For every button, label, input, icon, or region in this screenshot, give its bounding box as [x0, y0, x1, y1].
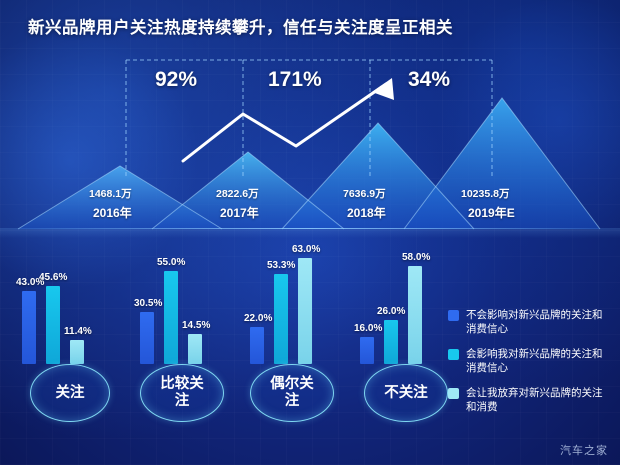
legend-swatch-3: [448, 388, 459, 399]
legend-item-1: 不会影响对新兴品牌的关注和消费信心: [448, 308, 608, 336]
axis-baseline: [24, 228, 596, 229]
growth-label-1: 92%: [155, 68, 198, 91]
callout-dashed-boxes: [125, 59, 493, 176]
bar-label-g1-s2: 45.6%: [39, 272, 68, 283]
bar-g3-s3: [298, 258, 312, 364]
bar-label-g2-s2: 55.0%: [157, 257, 186, 268]
legend-label-2: 会影响我对新兴品牌的关注和消费信心: [466, 348, 603, 374]
bar-g1-s1: [22, 291, 36, 364]
trend-x-axis: 2016年 2017年 2018年 2019年E: [0, 204, 620, 224]
value-label-2018: 7636.9万: [343, 188, 386, 200]
growth-label-2: 171%: [268, 68, 322, 91]
bar-group-4: 16.0% 26.0% 58.0%: [354, 252, 454, 364]
bar-label-g1-s3: 11.4%: [64, 326, 92, 337]
value-label-2019: 10235.8万: [461, 188, 510, 200]
bar-g1-s3: [70, 340, 84, 364]
bar-g4-s2: [384, 320, 398, 364]
category-capsule-2: 比较关注: [140, 364, 224, 422]
trust-bar-chart: 43.0% 45.6% 11.4% 30.5% 55.0% 14.5% 22.0…: [0, 238, 620, 465]
value-label-2017: 2822.6万: [216, 188, 259, 200]
bar-g2-s3: [188, 334, 202, 364]
x-tick-2018: 2018年: [347, 206, 386, 220]
category-label-3: 偶尔关注: [270, 376, 314, 409]
bar-group-3: 22.0% 53.3% 63.0%: [244, 244, 344, 364]
bar-label-g1-s1: 43.0%: [16, 277, 45, 288]
watermark: 汽车之家: [560, 445, 608, 457]
page-title: 新兴品牌用户关注热度持续攀升，信任与关注度呈正相关: [28, 19, 453, 37]
glow-left: [0, 30, 200, 290]
legend-label-3: 会让我放弃对新兴品牌的关注和消费: [466, 387, 603, 413]
legend-item-3: 会让我放弃对新兴品牌的关注和消费: [448, 386, 608, 414]
bar-g2-s2: [164, 271, 178, 364]
mountain-series: [17, 97, 601, 230]
trend-chart: 92% 171% 34% 1468.1万 2822.6万 7636.9万 102…: [0, 48, 620, 230]
bar-g3-s2: [274, 274, 288, 364]
bar-label-g2-s3: 14.5%: [182, 320, 211, 331]
bar-group-2: 30.5% 55.0% 14.5%: [134, 254, 234, 364]
category-capsule-3: 偶尔关注: [250, 364, 334, 422]
bar-label-g3-s3: 63.0%: [292, 244, 321, 255]
legend: 不会影响对新兴品牌的关注和消费信心 会影响我对新兴品牌的关注和消费信心 会让我放…: [448, 308, 608, 425]
bar-g2-s1: [140, 312, 154, 364]
category-label-1: 关注: [55, 384, 85, 401]
category-capsule-4: 不关注: [364, 364, 448, 422]
bar-label-g4-s2: 26.0%: [377, 306, 406, 317]
x-tick-2019: 2019年E: [468, 206, 515, 220]
bar-g4-s1: [360, 337, 374, 364]
bar-label-g4-s3: 58.0%: [402, 252, 431, 263]
bar-g4-s3: [408, 266, 422, 364]
bar-label-g3-s2: 53.3%: [267, 260, 296, 271]
bar-g1-s2: [46, 286, 60, 364]
x-tick-2017: 2017年: [220, 206, 259, 220]
category-label-4: 不关注: [384, 384, 428, 401]
x-tick-2016: 2016年: [93, 206, 132, 220]
value-label-2016: 1468.1万: [89, 188, 132, 200]
legend-swatch-2: [448, 349, 459, 360]
legend-swatch-1: [448, 310, 459, 321]
growth-label-3: 34%: [408, 68, 451, 91]
divider-glow: [0, 228, 620, 238]
category-capsule-1: 关注: [30, 364, 110, 422]
bar-g3-s1: [250, 327, 264, 364]
bar-group-1: 43.0% 45.6% 11.4%: [16, 254, 116, 364]
legend-label-1: 不会影响对新兴品牌的关注和消费信心: [466, 309, 603, 335]
bar-label-g2-s1: 30.5%: [134, 298, 163, 309]
category-label-2: 比较关注: [160, 376, 204, 409]
legend-item-2: 会影响我对新兴品牌的关注和消费信心: [448, 347, 608, 375]
bar-label-g4-s1: 16.0%: [354, 323, 383, 334]
bar-label-g3-s1: 22.0%: [244, 313, 273, 324]
